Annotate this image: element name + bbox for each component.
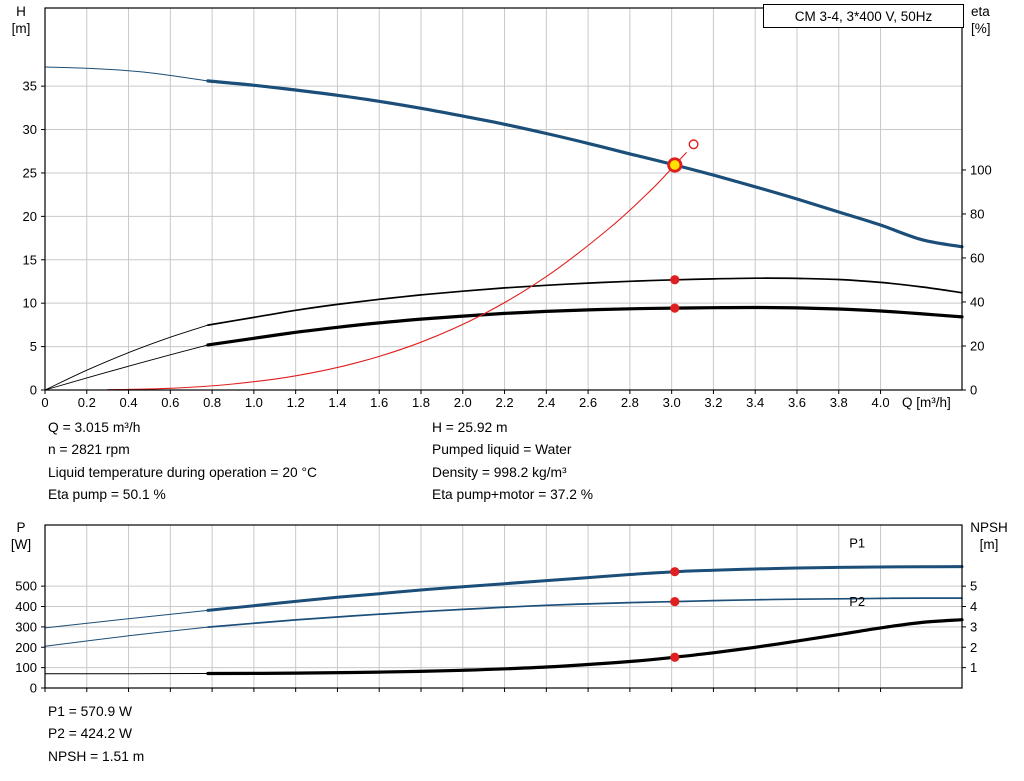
x-tick-label: 0	[41, 395, 48, 410]
x-tick-label: 2.6	[579, 395, 597, 410]
right-tick-label: 2	[970, 640, 977, 655]
left-tick-label: 15	[23, 252, 37, 267]
power-axis-title: P [W]	[2, 519, 40, 553]
eta-pump-motor-curve	[206, 305, 964, 347]
x-tick-label: 3.6	[788, 395, 806, 410]
right-tick-label: 4	[970, 599, 977, 614]
right-tick-label: 40	[970, 294, 984, 309]
x-tick-label: 2.4	[537, 395, 555, 410]
npsh-curve	[206, 618, 964, 676]
head-axis-quantity: H	[16, 4, 26, 19]
x-tick-label: 0.6	[161, 395, 179, 410]
x-tick-label: 3.2	[704, 395, 722, 410]
x-tick-label: 2.2	[496, 395, 514, 410]
left-tick-label: 100	[15, 660, 37, 675]
head-axis-title: H [m]	[2, 3, 40, 37]
x-tick-label: 3.8	[830, 395, 848, 410]
x-tick-label: 3.0	[663, 395, 681, 410]
flow-axis-title: Q [m³/h]	[902, 395, 951, 410]
npsh-axis-quantity: NPSH	[970, 520, 1008, 535]
info-line-eta-pump: Eta pump = 50.1 %	[48, 487, 166, 503]
right-tick-label: 1	[970, 660, 977, 675]
x-tick-label: 1.0	[245, 395, 263, 410]
right-tick-label: 0	[970, 383, 977, 398]
x-tick-label: 4.0	[871, 395, 889, 410]
x-tick-label: 1.2	[287, 395, 305, 410]
duty-info-left-column: Q = 3.015 m³/h n = 2821 rpm Liquid tempe…	[48, 417, 317, 507]
p2-duty-dot	[670, 596, 680, 607]
head-curve	[206, 79, 964, 249]
left-tick-label: 0	[30, 383, 37, 398]
right-tick-label: 60	[970, 250, 984, 265]
x-tick-label: 0.4	[120, 395, 138, 410]
eta-pump-motor-curve-lead	[44, 344, 209, 391]
left-tick-label: 35	[23, 79, 37, 94]
npsh-axis-title: NPSH [m]	[960, 519, 1018, 553]
p2-series-label: P2	[849, 594, 865, 609]
info-line-eta-total: Eta pump+motor = 37.2 %	[432, 487, 594, 503]
p2-curve-lead	[44, 626, 209, 647]
info-line-head: H = 25.92 m	[432, 420, 508, 435]
eta-axis-quantity: eta	[971, 4, 990, 19]
npsh-duty-dot	[670, 652, 680, 662]
info-line-density: Density = 998.2 kg/m³	[432, 464, 567, 480]
right-tick-label: 80	[970, 206, 984, 221]
eta-axis-title: eta [%]	[971, 3, 991, 37]
right-tick-label: 100	[970, 162, 992, 177]
duty-point	[667, 157, 683, 173]
x-tick-label: 2.8	[621, 395, 639, 410]
right-tick-label: 20	[970, 338, 984, 353]
left-tick-label: 200	[15, 640, 37, 655]
left-tick-label: 5	[30, 339, 37, 354]
eta-pump-curve-lead	[44, 324, 209, 391]
x-tick-label: 0.8	[203, 395, 221, 410]
eta-pump-duty-dot	[670, 275, 680, 285]
system-curve	[107, 152, 687, 391]
info-line-p1: P1 = 570.9 W	[48, 704, 132, 719]
left-tick-label: 20	[23, 209, 37, 224]
p1-duty-dot	[670, 567, 680, 577]
left-tick-label: 25	[23, 165, 37, 180]
pump-model-box: CM 3-4, 3*400 V, 50Hz	[763, 4, 964, 28]
power-axis-quantity: P	[16, 520, 26, 535]
p1-series-label: P1	[849, 535, 865, 550]
left-tick-label: 30	[23, 122, 37, 137]
duty-info-right-column: H = 25.92 m Pumped liquid = Water Densit…	[432, 417, 593, 507]
left-tick-label: 0	[30, 681, 37, 696]
eta-axis-unit: [%]	[971, 21, 991, 36]
left-tick-label: 400	[15, 599, 37, 614]
left-tick-label: 300	[15, 619, 37, 634]
x-tick-label: 1.4	[328, 395, 346, 410]
info-line-npsh: NPSH = 1.51 m	[48, 748, 145, 764]
plot-border	[44, 7, 963, 391]
left-tick-label: 10	[23, 296, 37, 311]
x-tick-label: 2.0	[454, 395, 472, 410]
info-line-p2: P2 = 424.2 W	[48, 726, 132, 742]
eta-pump-curve	[207, 277, 963, 326]
power-axis-unit: [W]	[10, 537, 32, 552]
x-tick-label: 1.8	[412, 395, 430, 410]
info-line-liquid: Pumped liquid = Water	[432, 442, 572, 458]
system-curve-end-marker	[688, 139, 699, 150]
head-axis-unit: [m]	[11, 21, 31, 36]
info-line-temperature: Liquid temperature during operation = 20…	[48, 464, 317, 480]
head-curve-lead	[44, 66, 209, 82]
npsh-axis-unit: [m]	[979, 537, 999, 552]
eta-pump-motor-duty-dot	[670, 303, 680, 313]
x-tick-label: 3.4	[746, 395, 764, 410]
p1-curve-lead	[44, 609, 209, 629]
right-tick-label: 5	[970, 579, 977, 594]
x-tick-label: 0.2	[78, 395, 96, 410]
info-line-q: Q = 3.015 m³/h	[48, 420, 141, 435]
right-tick-label: 3	[970, 619, 977, 634]
power-npsh-values: P1 = 570.9 W P2 = 424.2 W NPSH = 1.51 m	[48, 701, 144, 768]
info-line-speed: n = 2821 rpm	[48, 442, 130, 458]
left-tick-label: 500	[15, 579, 37, 594]
x-tick-label: 1.6	[370, 395, 388, 410]
p1-curve	[206, 565, 964, 612]
